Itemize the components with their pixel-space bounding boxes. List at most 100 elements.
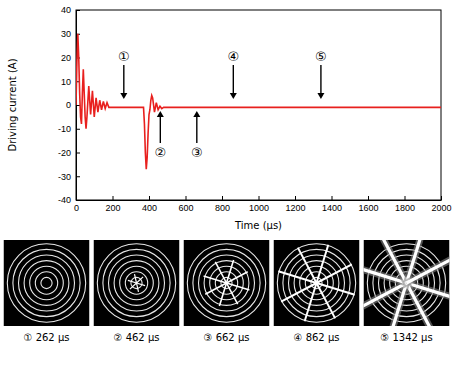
frame-ground [94, 240, 180, 326]
ring [120, 266, 154, 300]
annotation-label: ⑤ [315, 49, 327, 64]
y-tick-label: -10 [58, 124, 71, 134]
y-tick-label: 20 [61, 53, 71, 63]
x-tick: 800 [215, 196, 230, 213]
x-tick: 1000 [249, 196, 269, 213]
ring [125, 272, 147, 294]
annotation-arrow [196, 115, 197, 143]
x-tick-mark [222, 196, 223, 200]
ring [199, 255, 255, 311]
spoke [407, 250, 450, 283]
frame-caption: ④ 862 μs [294, 332, 340, 343]
x-tick-mark [295, 196, 296, 200]
frame-image [94, 240, 180, 326]
spoke [317, 283, 336, 318]
frame-ground [184, 240, 270, 326]
figure: 0200400600800100012001400160018002000-40… [0, 0, 453, 371]
x-tick-label: 1000 [249, 203, 269, 213]
spoke [281, 283, 316, 302]
ring [30, 266, 64, 300]
frame-caption: ① 262 μs [24, 332, 70, 343]
frame-caption: ② 462 μs [114, 332, 160, 343]
spoke [364, 283, 407, 316]
x-tick: 1600 [358, 196, 378, 213]
ring [7, 244, 85, 322]
x-tick-mark [186, 196, 187, 200]
frame-ground [274, 240, 360, 326]
x-tick-label: 800 [215, 203, 230, 213]
marks [76, 34, 441, 169]
x-tick: 1200 [285, 196, 305, 213]
y-tick: -10 [58, 124, 80, 134]
y-tick-label: -40 [58, 195, 71, 205]
x-tick-label: 200 [105, 203, 120, 213]
annotation-label: ③ [191, 145, 203, 160]
frames: ① 262 μs② 462 μs③ 662 μs④ 862 μs⑤ 1342 μ… [4, 216, 453, 350]
spoke-glow [407, 250, 450, 283]
y-tick-label: 10 [61, 77, 71, 87]
y-tick: -30 [58, 172, 80, 182]
x-tick-label: 400 [142, 203, 157, 213]
y-tick-mark [76, 200, 80, 201]
frame-image [274, 240, 360, 326]
ring [97, 244, 175, 322]
y-tick-label: 30 [61, 29, 71, 39]
ring [204, 261, 249, 306]
frame-ground [4, 240, 90, 326]
x-tick-label: 1200 [285, 203, 305, 213]
x-tick-mark [149, 196, 150, 200]
current-line [76, 34, 441, 169]
plot: 0200400600800100012001400160018002000-40… [7, 5, 452, 231]
spoke [135, 274, 137, 283]
y-tick-mark [76, 176, 80, 177]
y-tick: -20 [58, 148, 80, 158]
ring [193, 249, 260, 316]
x-tick-mark [113, 196, 114, 200]
y-tick-mark [76, 10, 80, 11]
ring [109, 255, 165, 311]
spoke [215, 262, 226, 283]
x-tick-mark [332, 196, 333, 200]
spoke-glow [364, 283, 407, 316]
spoke-glow [374, 240, 407, 283]
annotation-arrow [160, 115, 161, 143]
x-axis-line [77, 200, 442, 201]
annotation-label: ② [154, 145, 166, 160]
spoke [137, 283, 146, 286]
annotation-arrowhead [120, 93, 127, 99]
y-tick: 40 [61, 5, 80, 15]
plot-frame [76, 10, 441, 200]
y-tick-label: -30 [58, 172, 71, 182]
x-axis-title: Time (μs) [234, 220, 282, 231]
x-tick: 600 [178, 196, 193, 213]
y-tick-label: -20 [58, 148, 71, 158]
ring [114, 261, 159, 306]
ring [19, 255, 75, 311]
ring [35, 272, 57, 294]
spoke [137, 283, 139, 292]
frame-image [364, 240, 450, 326]
spoke-glow [407, 283, 440, 326]
ring [277, 244, 355, 322]
frame-caption: ③ 662 μs [204, 332, 250, 343]
x-tick-label: 1800 [395, 203, 415, 213]
annotation-arrow [123, 65, 124, 95]
spoke [130, 283, 137, 289]
x-tick-label: 0 [74, 203, 79, 213]
y-axis: -40 -30 -20 -10 0 10 20 30 40 [58, 5, 80, 205]
spoke [137, 277, 144, 283]
annotation-label: ④ [227, 49, 239, 64]
annotations: ①②③④⑤ [118, 49, 327, 160]
annotation-arrow [233, 65, 234, 95]
y-tick-mark [76, 153, 80, 154]
spoke [298, 248, 317, 283]
x-axis: 0200400600800100012001400160018002000 [74, 196, 452, 213]
ring [24, 261, 69, 306]
spoke [205, 283, 226, 294]
y-tick: 0 [66, 100, 80, 110]
spoke [128, 280, 137, 283]
x-tick: 2000 [431, 196, 451, 213]
y-tick-label: 0 [66, 100, 71, 110]
spoke [227, 283, 238, 304]
x-tick-label: 600 [178, 203, 193, 213]
